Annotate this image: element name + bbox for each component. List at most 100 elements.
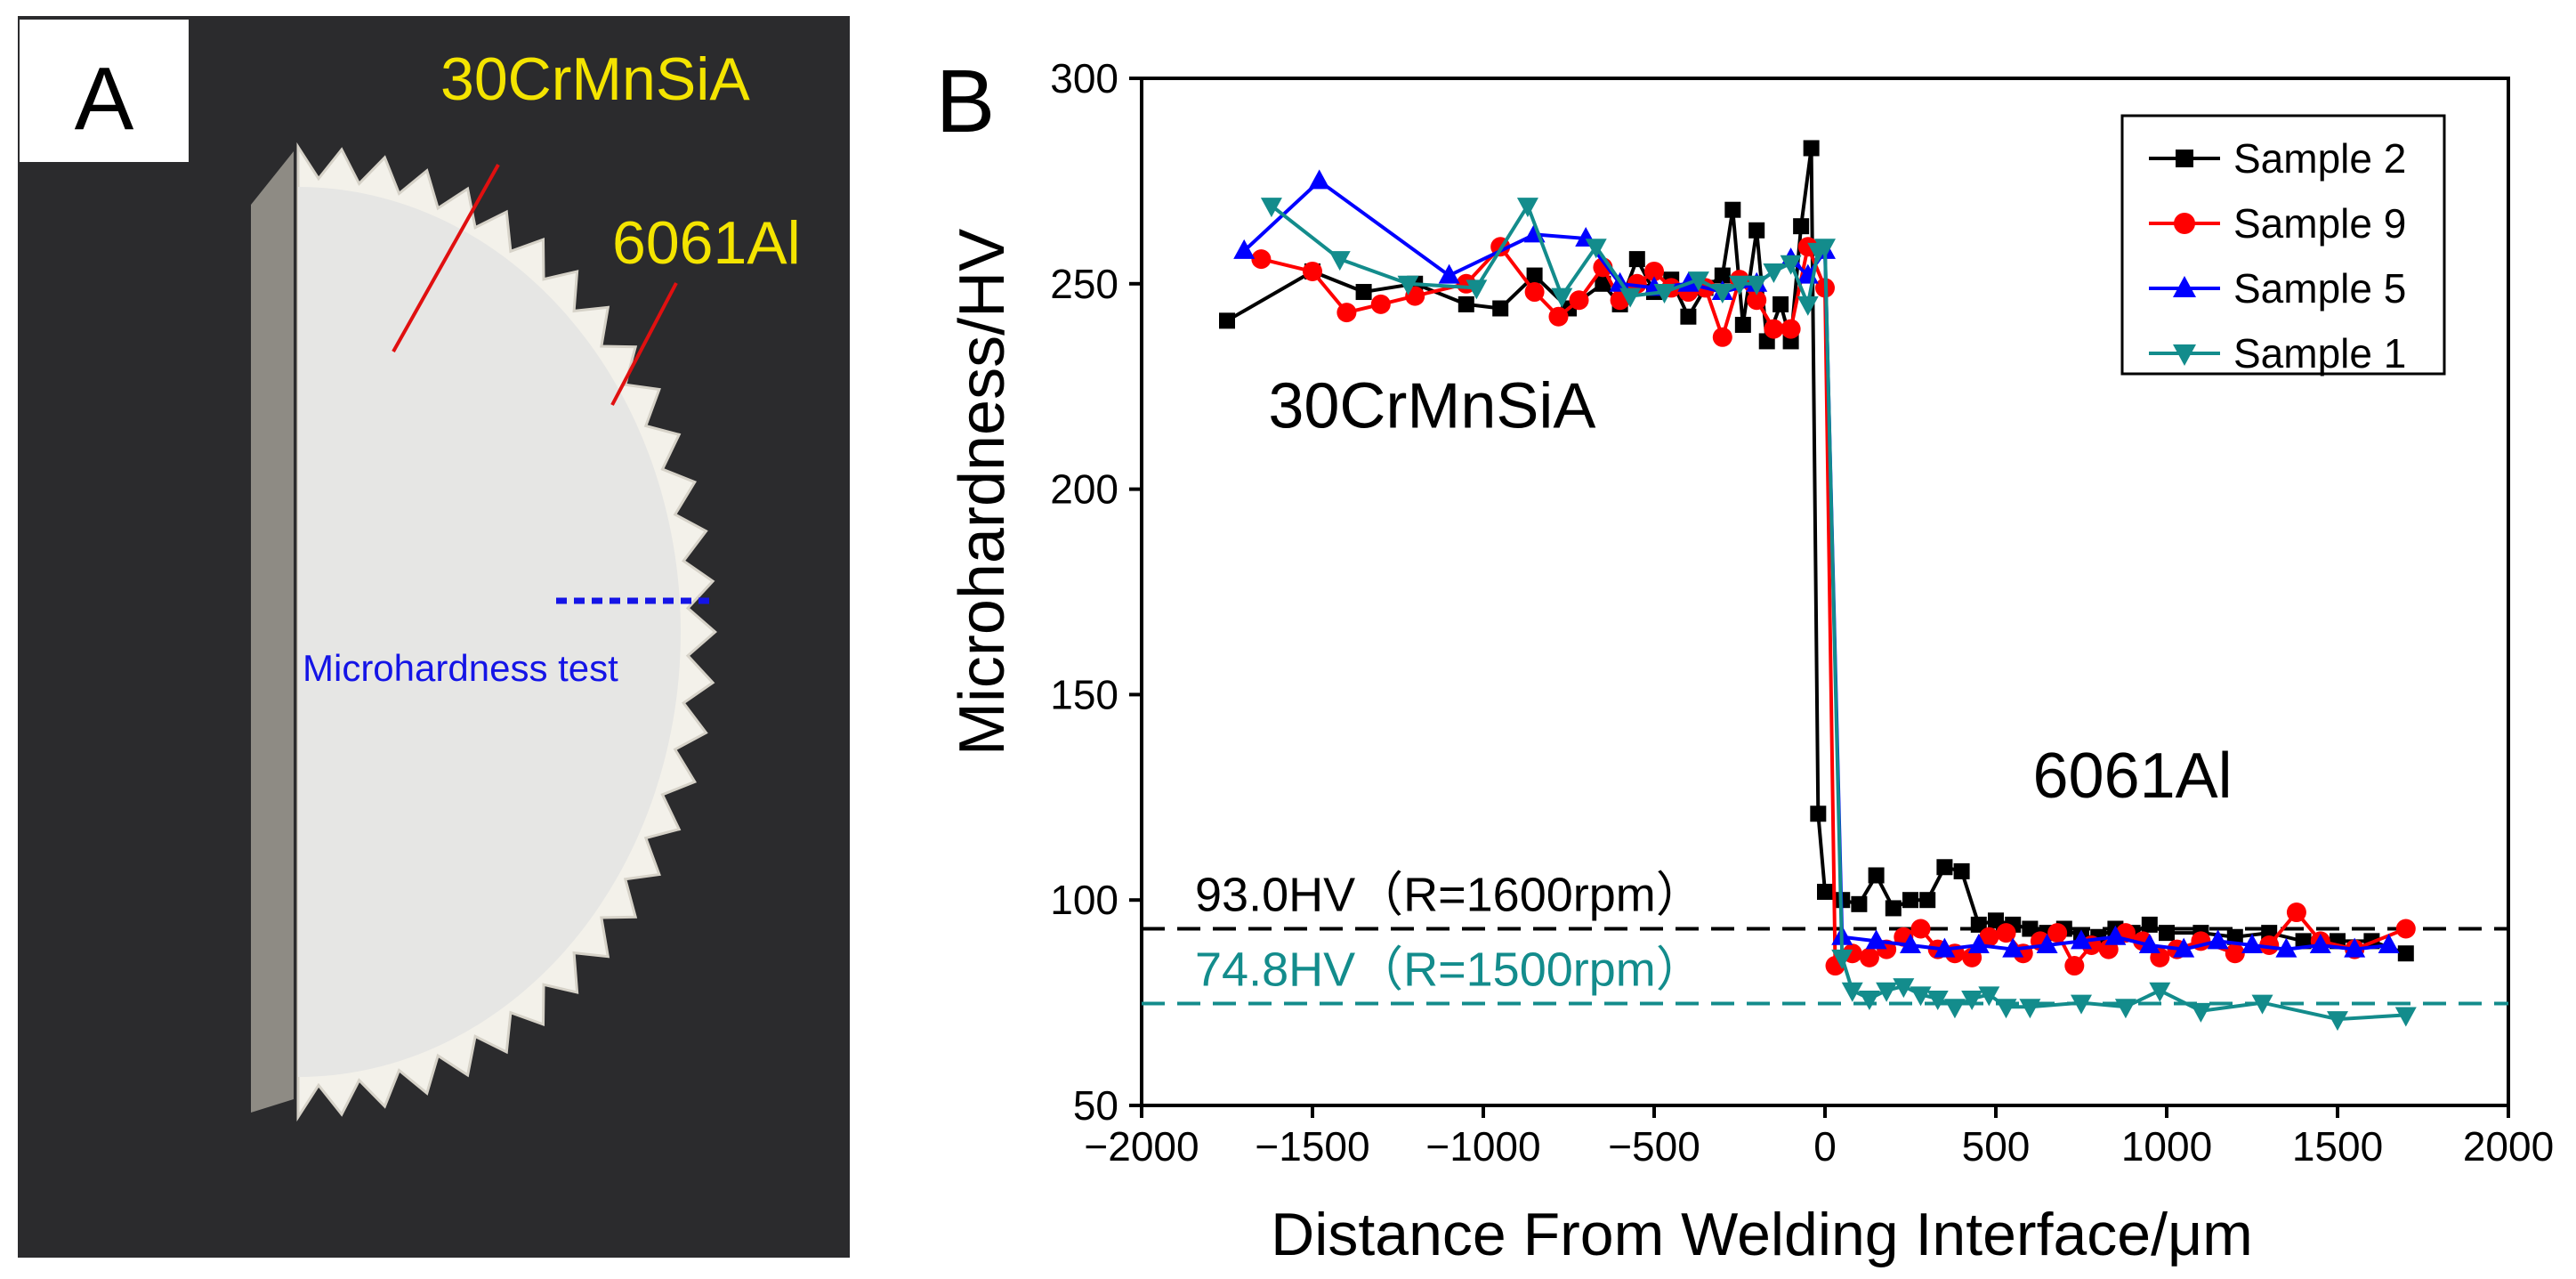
data-point: [2309, 933, 2331, 953]
chart: −2000 −1500 −1000 −500 0 500 1000 1500 2000 50 100…: [1050, 55, 2554, 1170]
data-point: [1810, 805, 1827, 822]
data-point: [2286, 903, 2306, 923]
data-point: [1397, 275, 1419, 295]
data-point: [2064, 956, 2085, 976]
data-point: [1978, 986, 2000, 1007]
data-point: [1859, 947, 1879, 967]
data-point: [1585, 239, 1607, 259]
panel-b-letter: B: [936, 52, 996, 151]
microhardness-test-label: Microhardness test: [303, 647, 618, 689]
data-point: [1328, 251, 1351, 271]
panel-a-letter: A: [75, 49, 134, 149]
data-point: [1711, 284, 1733, 304]
legend: Sample 2 Sample 9 Sample 5 Sample 1: [2120, 114, 2446, 376]
data-point: [1687, 271, 1709, 292]
y-tick-label: 250: [1050, 261, 1118, 307]
x-tick-label: 1000: [2121, 1123, 2212, 1170]
data-point: [1746, 275, 1768, 295]
data-point: [2344, 937, 2366, 958]
data-point: [2394, 1007, 2417, 1027]
data-point: [1865, 929, 1887, 950]
data-point: [1724, 201, 1741, 218]
data-point: [2173, 276, 2196, 297]
data-point: [2251, 994, 2273, 1015]
data-point: [1995, 999, 2017, 1019]
data-point: [1628, 251, 1645, 268]
aluminium-label: 6061Al: [612, 209, 801, 277]
data-point: [2138, 933, 2160, 953]
data-point: [1355, 284, 1372, 301]
y-tick-label: 150: [1050, 671, 1118, 717]
y-tick-label: 200: [1050, 466, 1118, 513]
data-point: [1551, 287, 1573, 308]
x-tick-label: −1500: [1255, 1123, 1369, 1170]
data-point: [2141, 916, 2158, 933]
x-tick-label: 500: [1962, 1123, 2031, 1170]
x-tick-label: 2000: [2463, 1123, 2554, 1170]
data-point: [1619, 287, 1642, 308]
data-point: [1644, 261, 1664, 281]
data-point: [1466, 279, 1488, 300]
data-point: [1934, 937, 1956, 958]
data-point: [1902, 892, 1918, 909]
y-tick-label: 50: [1073, 1082, 1118, 1129]
data-point: [1936, 859, 1953, 876]
aluminium-leader-line: [610, 282, 678, 406]
data-point: [2275, 937, 2297, 958]
legend-label: Sample 2: [2233, 135, 2406, 182]
data-point: [1943, 999, 1966, 1019]
data-point: [1492, 300, 1509, 317]
x-tick-label: −1000: [1425, 1123, 1540, 1170]
panel-b: B −2000 −1500 −1000 −500 0 500 1000 1500 2000 50 1…: [936, 52, 2555, 1268]
steel-disc-face: [298, 187, 681, 1077]
data-point: [2022, 920, 2039, 937]
data-point: [1526, 267, 1543, 284]
data-point: [1868, 867, 1885, 884]
region-annotation: 6061Al: [2032, 741, 2232, 812]
data-point: [2071, 929, 2092, 950]
data-point: [1817, 883, 1833, 900]
data-point: [2225, 943, 2245, 964]
data-point: [1926, 990, 1949, 1010]
data-point: [1814, 239, 1836, 259]
data-point: [1967, 933, 1990, 953]
data-point: [1988, 912, 2004, 929]
data-point: [1780, 255, 1802, 275]
steel-leader-line: [392, 164, 500, 352]
data-point: [1308, 169, 1330, 190]
data-point: [1919, 892, 1936, 909]
data-point: [1748, 222, 1765, 239]
data-point: [2019, 999, 2041, 1019]
data-point: [2259, 935, 2280, 955]
steel-label: 30CrMnSiA: [440, 45, 750, 113]
data-point: [1764, 319, 1784, 339]
data-point: [2047, 923, 2068, 943]
y-tick-label: 100: [1050, 877, 1118, 923]
data-point: [1803, 140, 1820, 157]
panel-a: A 30CrMnSiA 6061Al Microhardness test: [18, 16, 850, 1258]
data-point: [1524, 282, 1545, 303]
data-point: [1797, 295, 1819, 316]
data-point: [1734, 316, 1751, 333]
x-tick-label: −500: [1608, 1123, 1700, 1170]
data-point: [1336, 303, 1357, 323]
data-point: [1729, 275, 1750, 295]
data-point: [2104, 925, 2127, 945]
data-point: [2071, 994, 2092, 1015]
x-tick-label: 1500: [2292, 1123, 2383, 1170]
data-point: [1653, 284, 1676, 304]
data-point: [2241, 933, 2263, 953]
data-point: [2397, 945, 2414, 962]
reference-line-label: 74.8HV（R=1500rpm）: [1195, 943, 1704, 997]
y-axis-label: Microhardness/HV: [947, 229, 1018, 756]
data-point: [1219, 312, 1235, 329]
data-point: [2036, 933, 2058, 953]
data-point: [1979, 927, 1999, 947]
sample-side-edge: [251, 151, 294, 1113]
data-point: [2159, 925, 2175, 942]
data-point: [2176, 150, 2193, 167]
x-tick-label: −2000: [1084, 1123, 1199, 1170]
data-point: [2378, 933, 2400, 953]
legend-label: Sample 1: [2233, 330, 2406, 376]
data-point: [2173, 344, 2196, 366]
